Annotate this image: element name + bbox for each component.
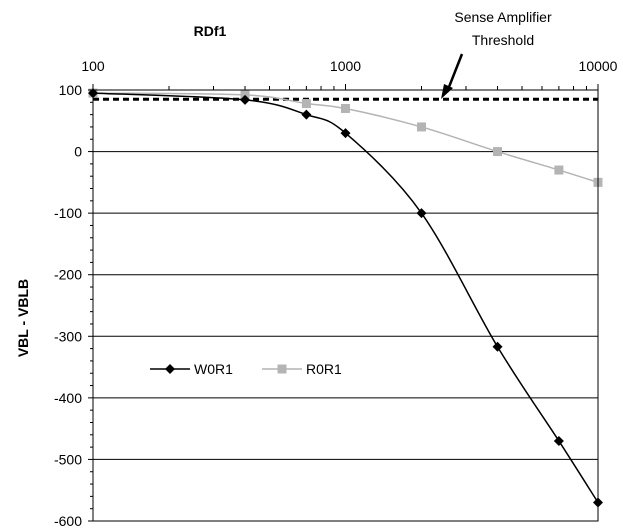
y-tick-label: 100 (59, 82, 83, 98)
legend: W0R1 R0R1 (150, 361, 342, 377)
grid-lines (93, 151, 598, 460)
data-point (340, 128, 351, 139)
series-line (92, 92, 599, 503)
threshold-label-line2: Threshold (472, 32, 534, 48)
plot-border (92, 89, 599, 522)
x-tick-label: 1000 (330, 58, 361, 74)
data-point (165, 364, 175, 374)
data-point (416, 208, 427, 219)
y-tick-label: -200 (54, 267, 82, 283)
y-tick-label: -400 (54, 390, 82, 406)
series-w0r1 (88, 88, 603, 508)
legend-item-r0r1: R0R1 (262, 361, 342, 377)
y-tick-label: -600 (54, 513, 82, 529)
data-point (240, 94, 251, 105)
data-point (301, 109, 312, 120)
legend-item-w0r1: W0R1 (150, 361, 233, 377)
data-point (492, 341, 503, 352)
data-point (493, 147, 503, 157)
x-tick-label: 100 (81, 58, 105, 74)
x-tick-label: 10000 (579, 58, 618, 74)
data-point (301, 99, 311, 109)
legend-label: R0R1 (306, 361, 342, 377)
data-point (417, 122, 427, 132)
data-point (341, 103, 350, 113)
data-point (553, 435, 564, 446)
y-tick-label: -100 (54, 205, 82, 221)
data-point (554, 165, 564, 175)
legend-label: W0R1 (194, 361, 233, 377)
x-axis-title: RDf1 (194, 23, 227, 39)
y-tick-label: -300 (54, 328, 82, 344)
data-point (277, 364, 287, 374)
y-axis-title: VBL - VBLB (15, 279, 31, 357)
series-line (92, 92, 599, 184)
threshold-label-line1: Sense Amplifier (454, 9, 552, 25)
threshold-arrow (441, 53, 464, 99)
axes (88, 84, 599, 522)
y-tick-label: -500 (54, 451, 82, 467)
series-group (88, 88, 603, 508)
y-tick-label: 0 (74, 144, 82, 160)
